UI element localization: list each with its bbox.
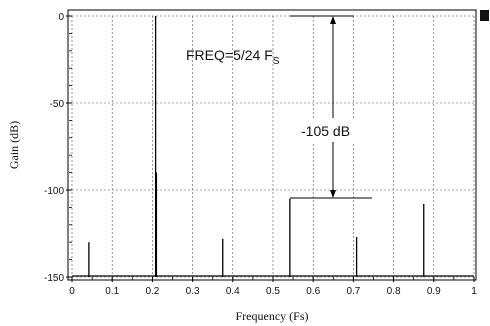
delta-arrow-head-up: [330, 16, 336, 24]
x-tick-label: 0: [69, 286, 75, 297]
corner-marker: [480, 10, 489, 21]
x-tick-label: 0.5: [266, 286, 280, 297]
x-tick-label: 0.9: [427, 286, 441, 297]
spectrum-lines: [72, 16, 474, 277]
y-tick-labels: 0 -50 -100 -150: [44, 12, 64, 284]
x-axis-title: Frequency (Fs): [236, 309, 309, 323]
plot-frame: [67, 9, 477, 281]
freq-annotation: FREQ=5/24 FS: [186, 47, 280, 67]
x-tick-label: 0.7: [346, 286, 360, 297]
delta-annotation: -105 dB: [301, 123, 350, 139]
x-tick-label: 0.4: [226, 286, 240, 297]
minor-ticks: [66, 15, 475, 282]
delta-arrow-head-down: [330, 190, 336, 198]
x-tick-label: 0.2: [145, 286, 159, 297]
x-tick-label: 0.3: [186, 286, 200, 297]
y-tick-label: -150: [44, 273, 64, 284]
annotation-backdrop: [298, 118, 360, 142]
y-tick-label: 0: [58, 12, 64, 23]
x-tick-label: 0.8: [387, 286, 401, 297]
x-tick-labels: 0 0.1 0.2 0.3 0.4 0.5 0.6 0.7 0.8 0.9 1: [69, 286, 477, 297]
y-tick-label: -50: [50, 99, 65, 110]
freq-annotation-subscript: S: [273, 56, 280, 67]
x-tick-label: 1: [471, 286, 477, 297]
x-tick-label: 0.6: [306, 286, 320, 297]
x-tick-label: 0.1: [105, 286, 119, 297]
y-tick-label: -100: [44, 186, 64, 197]
y-axis-title: Gain (dB): [7, 121, 21, 169]
